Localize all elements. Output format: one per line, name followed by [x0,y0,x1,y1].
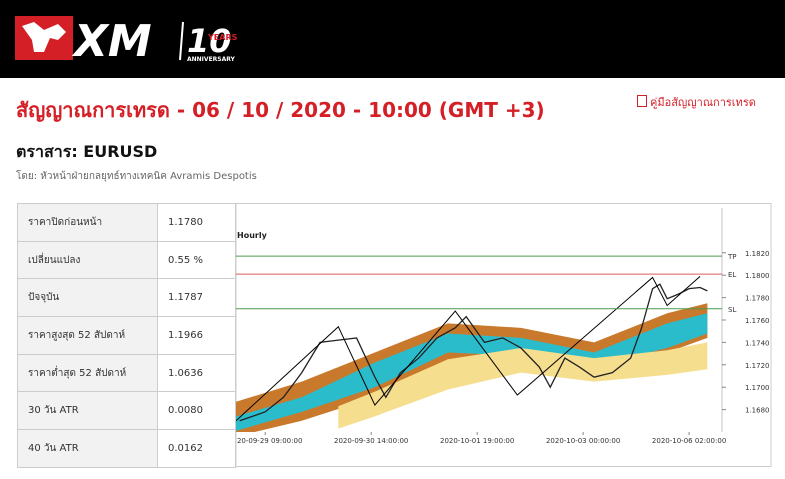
band [338,342,708,429]
row-value: 0.55 % [157,240,236,280]
badge: 10 [187,22,232,60]
guide-link-text[interactable]: คู่มือสัญญาณการเทรด [650,96,756,109]
row-label: 40 วัน ATR [17,429,158,468]
y-tick-label: 1.1820 [745,250,770,258]
x-tick-label: 2020-10-06 02:00:00 [652,437,726,445]
row-value: 1.0636 [157,353,236,393]
row-label: ราคาสูงสุด 52 สัปดาห์ [17,316,158,355]
row-label: 30 วัน ATR [17,391,158,431]
row-label: ปัจจุบัน [17,278,158,318]
band [236,303,708,432]
y-tick-label: 1.1780 [745,295,770,303]
info-table: ราคาปิดก่อนหน้า 1.1780 เปลี่ยนแปลง 0.55 % ปั… [17,203,236,468]
table-row: 30 วัน ATR 0.0080 [17,391,236,431]
price-line [236,275,701,422]
level-label: SL [728,306,736,314]
table-row: ปัจจุบัน 1.1787 [17,278,236,318]
badge-bottom: ANNIVERSARY [187,56,236,63]
page-title: สัญญาณการเทรด - 06 / 10 / 2020 - 10:00 (… [16,98,545,122]
y-tick-label: 1.1760 [745,317,770,325]
band [236,313,708,431]
row-label: ราคาต่ำสุด 52 สัปดาห์ [17,353,158,393]
y-tick-label: 1.1740 [745,339,770,347]
guide-link[interactable]: คู่มือสัญญาณการเทรด [637,93,756,111]
x-tick-label: 2020-10-03 00:00:00 [546,437,620,445]
y-tick-label: 1.1800 [745,272,770,280]
x-tick-label: 2020-09-29 09:00:00 [228,437,302,445]
table-row: ราคาสูงสุด 52 สัปดาห์ 1.1966 [17,316,236,355]
author: โดย: หัวหน้าฝ่ายกลยุทธ์ทางเทคนิค Avramis… [16,171,257,182]
instrument: ตราสาร: EURUSD [16,142,158,161]
timeframe: Hourly [237,231,268,240]
header: XM 10 YEARS ANNIVERSARY [0,0,785,78]
table-row: ราคาปิดก่อนหน้า 1.1780 [17,203,236,242]
row-value: 1.1780 [157,203,236,242]
plot-area [236,275,708,432]
price-line [239,283,708,422]
x-tick-label: 2020-09-30 14:00:00 [334,437,408,445]
badge-top: YEARS [207,33,238,42]
y-tick-label: 1.1680 [745,407,770,415]
logo-text: XM [71,16,152,67]
row-value: 0.0162 [157,429,236,468]
y-tick-label: 1.1720 [745,362,770,370]
logo[interactable]: XM 10 YEARS ANNIVERSARY [0,0,260,78]
level-label: TP [727,253,737,261]
x-axis: 2020-09-29 09:00:00 2020-09-30 14:00:00 20… [228,432,726,445]
level-label: EL [728,271,736,279]
y-tick-label: 1.1700 [745,384,770,392]
table-row: เปลี่ยนแปลง 0.55 % [17,240,236,280]
row-label: ราคาปิดก่อนหน้า [17,203,158,242]
x-tick-label: 2020-10-01 19:00:00 [440,437,514,445]
row-value: 1.1966 [157,316,236,355]
table-row: ราคาต่ำสุด 52 สัปดาห์ 1.0636 [17,353,236,393]
table-row: 40 วัน ATR 0.0162 [17,429,236,468]
row-value: 0.0080 [157,391,236,431]
